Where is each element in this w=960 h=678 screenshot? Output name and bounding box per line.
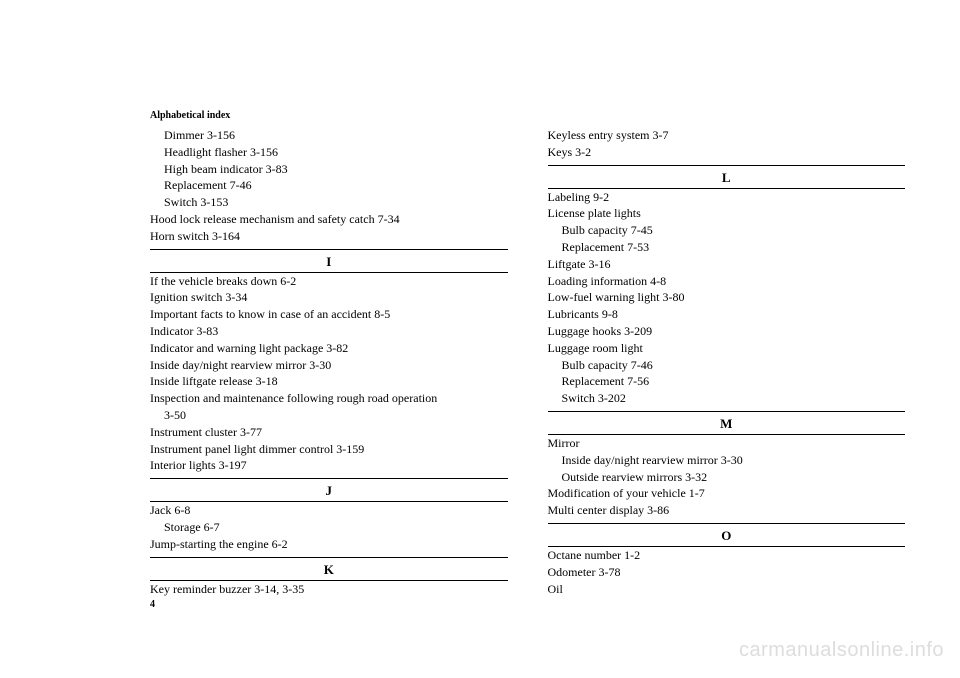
index-entry: Modification of your vehicle 1-7 bbox=[548, 485, 906, 502]
index-entry: Low-fuel warning light 3-80 bbox=[548, 289, 906, 306]
index-entry: Key reminder buzzer 3-14, 3-35 bbox=[150, 581, 508, 598]
index-entry: Outside rearview mirrors 3-32 bbox=[548, 469, 906, 486]
index-entry: Inside day/night rearview mirror 3-30 bbox=[548, 452, 906, 469]
index-entry: Instrument panel light dimmer control 3-… bbox=[150, 441, 508, 458]
section-letter: M bbox=[548, 414, 906, 434]
section-divider bbox=[150, 478, 508, 479]
index-entry: Lubricants 9-8 bbox=[548, 306, 906, 323]
index-entry: Loading information 4-8 bbox=[548, 273, 906, 290]
index-entry: Mirror bbox=[548, 435, 906, 452]
index-entry: Switch 3-153 bbox=[150, 194, 508, 211]
index-entry: Keys 3-2 bbox=[548, 144, 906, 161]
section-divider bbox=[548, 523, 906, 524]
index-entry: Indicator and warning light package 3-82 bbox=[150, 340, 508, 357]
section-divider bbox=[150, 557, 508, 558]
index-entry: Octane number 1-2 bbox=[548, 547, 906, 564]
index-entry: Inside day/night rearview mirror 3-30 bbox=[150, 357, 508, 374]
index-entry: Headlight flasher 3-156 bbox=[150, 144, 508, 161]
page-header: Alphabetical index bbox=[150, 110, 905, 121]
columns: Dimmer 3-156Headlight flasher 3-156High … bbox=[150, 127, 905, 597]
index-entry: Bulb capacity 7-45 bbox=[548, 222, 906, 239]
section-letter: I bbox=[150, 252, 508, 272]
index-entry: Replacement 7-53 bbox=[548, 239, 906, 256]
index-entry: Multi center display 3-86 bbox=[548, 502, 906, 519]
index-entry: Labeling 9-2 bbox=[548, 189, 906, 206]
section-divider bbox=[150, 249, 508, 250]
index-entry: Hood lock release mechanism and safety c… bbox=[150, 211, 508, 228]
index-entry: If the vehicle breaks down 6-2 bbox=[150, 273, 508, 290]
index-entry: Luggage hooks 3-209 bbox=[548, 323, 906, 340]
section-divider bbox=[548, 165, 906, 166]
index-entry: 3-50 bbox=[150, 407, 508, 424]
index-entry: Switch 3-202 bbox=[548, 390, 906, 407]
index-entry: Oil bbox=[548, 581, 906, 598]
section-divider bbox=[548, 411, 906, 412]
left-column: Dimmer 3-156Headlight flasher 3-156High … bbox=[150, 127, 508, 597]
index-entry: Storage 6-7 bbox=[150, 519, 508, 536]
section-letter: J bbox=[150, 481, 508, 501]
index-entry: Odometer 3-78 bbox=[548, 564, 906, 581]
index-entry: Horn switch 3-164 bbox=[150, 228, 508, 245]
index-entry: License plate lights bbox=[548, 205, 906, 222]
right-column: Keyless entry system 3-7Keys 3-2 LLabelin… bbox=[548, 127, 906, 597]
section-letter: O bbox=[548, 526, 906, 546]
index-entry: Instrument cluster 3-77 bbox=[150, 424, 508, 441]
index-entry: Ignition switch 3-34 bbox=[150, 289, 508, 306]
watermark: carmanualsonline.info bbox=[739, 639, 944, 662]
index-entry: Keyless entry system 3-7 bbox=[548, 127, 906, 144]
index-entry: Interior lights 3-197 bbox=[150, 457, 508, 474]
section-letter: K bbox=[150, 560, 508, 580]
page: Alphabetical index Dimmer 3-156Headlight… bbox=[0, 0, 960, 627]
index-entry: Important facts to know in case of an ac… bbox=[150, 306, 508, 323]
index-entry: Liftgate 3-16 bbox=[548, 256, 906, 273]
index-entry: Bulb capacity 7-46 bbox=[548, 357, 906, 374]
index-entry: Luggage room light bbox=[548, 340, 906, 357]
page-number: 4 bbox=[150, 599, 155, 610]
index-entry: Dimmer 3-156 bbox=[150, 127, 508, 144]
index-entry: Inspection and maintenance following rou… bbox=[150, 390, 508, 407]
index-entry: Inside liftgate release 3-18 bbox=[150, 373, 508, 390]
section-letter: L bbox=[548, 168, 906, 188]
index-entry: Replacement 7-46 bbox=[150, 177, 508, 194]
index-entry: High beam indicator 3-83 bbox=[150, 161, 508, 178]
index-entry: Replacement 7-56 bbox=[548, 373, 906, 390]
index-entry: Jump-starting the engine 6-2 bbox=[150, 536, 508, 553]
index-entry: Jack 6-8 bbox=[150, 502, 508, 519]
index-entry: Indicator 3-83 bbox=[150, 323, 508, 340]
